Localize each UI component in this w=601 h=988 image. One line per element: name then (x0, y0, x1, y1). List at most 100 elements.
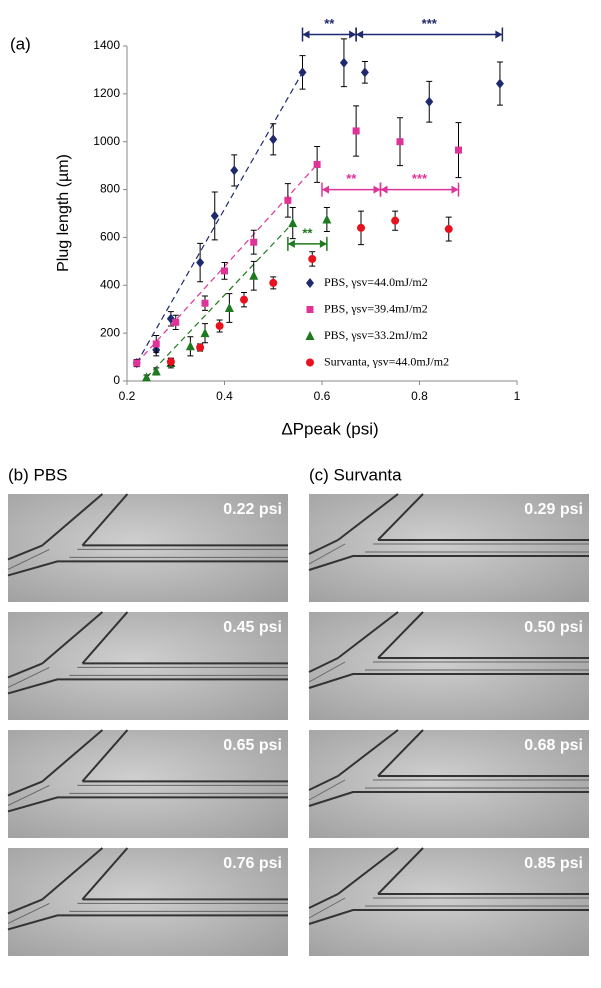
channel-inner (7, 666, 288, 688)
legend-label: PBS, γsv=44.0mJ/m2 (324, 275, 428, 289)
image-label: 0.68 psi (524, 737, 583, 754)
panel-title: (b) PBS (8, 465, 68, 484)
y-axis-label: Plug length (µm) (55, 154, 72, 272)
image-background (8, 730, 288, 838)
panel-label: (a) (10, 34, 31, 53)
channel-walls (308, 611, 589, 689)
image-background (8, 612, 288, 720)
micrograph: 0.22 psi (7, 493, 288, 602)
marker (250, 238, 258, 246)
image-label: 0.45 psi (223, 619, 282, 636)
x-tick-label: 0.6 (314, 389, 331, 403)
y-tick-label: 1000 (93, 134, 120, 148)
marker (249, 270, 259, 280)
marker (322, 214, 332, 224)
image-background (309, 848, 589, 956)
image-label: 0.85 psi (524, 855, 583, 872)
marker (215, 321, 224, 330)
marker (221, 267, 228, 275)
y-tick-label: 800 (100, 182, 120, 196)
y-tick-label: 400 (100, 277, 120, 291)
marker (495, 78, 504, 89)
legend-label: PBS, γsv=33.2mJ/m2 (324, 328, 428, 342)
marker (185, 341, 195, 351)
panel-title: (c) Survanta (309, 465, 402, 484)
channel-inner (308, 543, 589, 565)
channel-inner (308, 661, 589, 683)
micrograph: 0.85 psi (308, 847, 589, 956)
channel-inner (7, 784, 288, 806)
legend-marker (306, 278, 314, 288)
significance-bracket (355, 27, 504, 42)
marker (360, 67, 369, 78)
micrograph: 0.68 psi (308, 729, 589, 838)
legend-marker (306, 358, 314, 367)
micrograph: 0.76 psi (7, 847, 288, 956)
channel-walls (308, 847, 589, 925)
marker (224, 303, 234, 313)
legend-label: PBS, γsv=39.4mJ/m2 (324, 301, 428, 315)
x-tick-label: 1 (514, 389, 521, 403)
x-axis-label: ΔPpeak (psi) (281, 419, 378, 438)
marker (444, 225, 453, 234)
marker (210, 210, 219, 221)
image-background (309, 494, 589, 602)
marker (339, 57, 348, 68)
marker (200, 328, 210, 338)
channel-walls (7, 611, 288, 695)
marker (269, 134, 278, 145)
marker (196, 343, 205, 352)
x-tick-label: 0.8 (411, 389, 428, 403)
legend-marker (305, 331, 315, 340)
channel-inner (308, 897, 589, 919)
image-label: 0.22 psi (223, 501, 282, 518)
y-tick-label: 600 (100, 230, 120, 244)
marker (313, 160, 321, 168)
marker (196, 257, 205, 268)
significance-label: ** (324, 16, 335, 31)
image-label: 0.50 psi (524, 619, 583, 636)
trendline (136, 164, 318, 364)
micrograph: 0.45 psi (7, 611, 288, 720)
arrowheads (322, 185, 381, 194)
marker (284, 196, 292, 204)
significance-label: *** (412, 171, 428, 186)
legend-marker (306, 306, 314, 313)
marker (396, 138, 404, 146)
marker (230, 165, 239, 176)
channel-inner (308, 779, 589, 801)
channel-inner (7, 902, 288, 924)
marker (455, 146, 462, 154)
channel-walls (7, 847, 288, 931)
micrograph: 0.65 psi (7, 729, 288, 838)
marker (172, 318, 180, 326)
image-background (8, 494, 288, 602)
channel-walls (308, 493, 589, 571)
marker (152, 340, 160, 348)
y-tick-label: 1400 (93, 38, 120, 52)
marker (142, 372, 151, 382)
marker (357, 223, 365, 232)
marker (391, 216, 400, 225)
marker (166, 357, 175, 366)
y-tick-label: 0 (113, 373, 120, 387)
channel-walls (7, 729, 288, 813)
image-background (8, 848, 288, 956)
x-tick-label: 0.2 (119, 389, 136, 403)
channel-inner (7, 548, 288, 570)
significance-bracket (379, 182, 460, 197)
micrograph: 0.50 psi (308, 611, 589, 720)
significance-label: ** (302, 225, 313, 240)
trendline (136, 72, 304, 364)
marker (288, 218, 298, 228)
marker (269, 278, 278, 287)
marker (298, 67, 307, 78)
marker (151, 366, 161, 376)
image-label: 0.65 psi (223, 737, 282, 754)
trendline (146, 222, 294, 378)
x-tick-label: 0.4 (216, 389, 233, 403)
y-tick-label: 1200 (93, 86, 120, 100)
micrograph: 0.29 psi (308, 493, 589, 602)
